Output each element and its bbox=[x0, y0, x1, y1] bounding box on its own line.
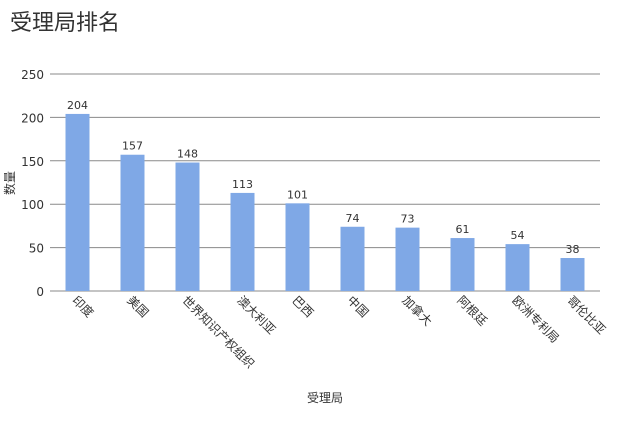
x-tick-label: 澳大利亚 bbox=[234, 293, 278, 337]
x-tick-label: 美国 bbox=[124, 293, 151, 320]
y-tick-label: 50 bbox=[29, 242, 44, 256]
x-tick-label: 中国 bbox=[344, 293, 372, 321]
x-tick-label: 阿根廷 bbox=[454, 293, 489, 328]
bar bbox=[395, 227, 420, 291]
chart-title: 受理局排名 bbox=[10, 11, 120, 36]
data-label: 101 bbox=[287, 188, 308, 201]
data-label: 54 bbox=[511, 229, 525, 242]
y-tick-label: 150 bbox=[21, 155, 44, 169]
bar bbox=[65, 113, 90, 291]
x-axis-title: 受理局 bbox=[307, 391, 343, 405]
data-label: 148 bbox=[177, 148, 198, 161]
x-tick-label: 巴西 bbox=[289, 293, 316, 320]
y-axis-title: 数量 bbox=[2, 171, 17, 195]
bar bbox=[230, 192, 255, 291]
data-label: 204 bbox=[67, 99, 88, 112]
bar bbox=[560, 258, 585, 291]
data-label: 113 bbox=[232, 178, 253, 191]
data-label: 74 bbox=[346, 212, 360, 225]
x-tick-label: 加拿大 bbox=[399, 293, 435, 329]
y-tick-label: 200 bbox=[21, 111, 44, 125]
data-label: 73 bbox=[401, 213, 415, 226]
bar bbox=[450, 238, 475, 291]
bar bbox=[120, 154, 145, 291]
bar bbox=[505, 244, 530, 291]
data-label: 61 bbox=[456, 223, 470, 236]
y-tick-label: 100 bbox=[21, 198, 44, 212]
x-tick-label: 哥伦比亚 bbox=[564, 293, 609, 338]
x-tick-label: 印度 bbox=[69, 293, 97, 321]
bar bbox=[175, 162, 200, 291]
y-tick-label: 0 bbox=[36, 285, 44, 299]
y-tick-label: 250 bbox=[21, 68, 44, 82]
data-label: 38 bbox=[566, 243, 580, 256]
data-label: 157 bbox=[122, 140, 143, 153]
x-tick-label: 欧洲专利局 bbox=[509, 293, 562, 346]
bar bbox=[285, 203, 310, 291]
bar bbox=[340, 226, 365, 291]
